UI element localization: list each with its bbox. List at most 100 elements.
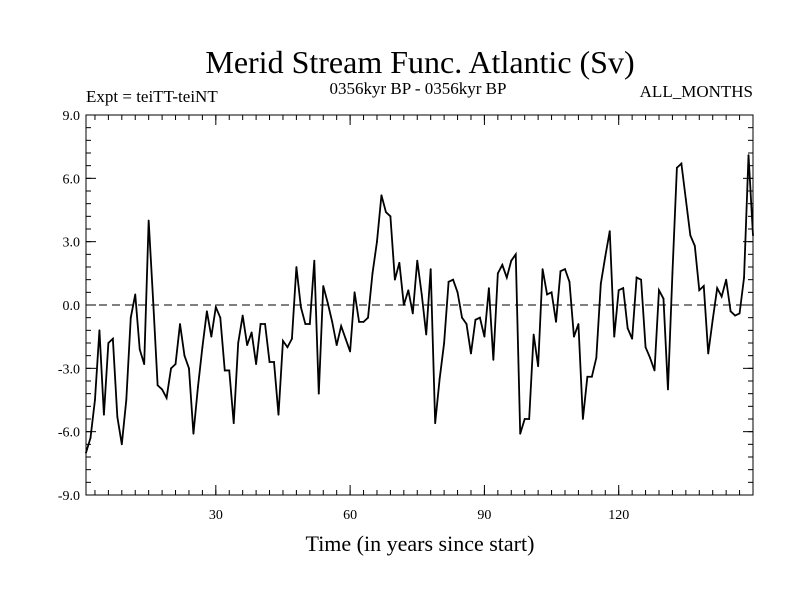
data-point: [103, 413, 105, 416]
data-point: [667, 388, 669, 391]
subtitle-left: Expt = teiTT-teiNT: [86, 87, 218, 106]
data-point: [604, 255, 607, 258]
data-point: [693, 244, 696, 247]
data-point: [385, 211, 387, 214]
data-point: [273, 361, 275, 363]
y-tick-label: 6.0: [63, 172, 81, 187]
data-point: [590, 375, 593, 378]
axis-tick-labels: -9.0 -6.0 -3.0 0.0 3.0 6.0 9.0 30 60 90 120: [58, 109, 629, 523]
data-point: [210, 335, 213, 338]
data-point: [505, 276, 508, 279]
data-point: [658, 289, 660, 292]
data-point: [358, 320, 360, 323]
data-point: [111, 337, 114, 340]
data-point: [447, 280, 450, 283]
data-point: [483, 335, 486, 338]
data-point: [532, 333, 535, 336]
x-tick-label: 30: [209, 508, 223, 523]
data-point: [223, 369, 226, 372]
data-point: [613, 335, 616, 338]
data-point: [649, 356, 651, 359]
data-point: [317, 392, 320, 395]
data-point: [344, 337, 347, 340]
data-point: [313, 259, 316, 262]
data-point: [380, 194, 383, 197]
data-point: [89, 437, 92, 439]
data-point: [622, 287, 625, 290]
data-point: [671, 272, 674, 275]
subtitle-center: 0356kyr BP - 0356kyr BP: [330, 79, 507, 98]
y-tick-label: 9.0: [63, 109, 81, 124]
data-point: [331, 320, 334, 323]
data-point: [116, 415, 119, 418]
data-point: [349, 350, 352, 353]
data-point: [125, 399, 128, 401]
data-point: [617, 289, 620, 292]
data-point: [143, 363, 146, 366]
data-point: [228, 369, 231, 372]
data-point: [707, 352, 710, 355]
data-point: [487, 287, 490, 290]
data-point: [205, 310, 208, 313]
data-point: [308, 323, 311, 325]
data-point: [282, 339, 284, 342]
data-point: [747, 154, 750, 157]
data-point: [183, 354, 186, 357]
data-point: [362, 320, 365, 323]
data-point: [514, 253, 517, 256]
data-point: [720, 295, 723, 298]
data-point: [147, 219, 150, 222]
data-point: [335, 344, 338, 347]
y-tick-label: 0.0: [63, 299, 81, 314]
data-point: [510, 259, 513, 262]
data-point: [420, 293, 423, 296]
data-point: [479, 316, 481, 319]
data-point: [416, 259, 419, 262]
x-tick-label: 90: [477, 508, 491, 523]
data-point: [573, 335, 575, 338]
data-point: [179, 323, 181, 325]
data-point: [519, 432, 522, 435]
data-point: [277, 413, 280, 416]
data-point: [689, 234, 692, 237]
data-point: [523, 418, 526, 420]
data-point: [411, 312, 414, 315]
data-point: [662, 297, 665, 300]
data-point: [635, 276, 638, 279]
data-point: [461, 316, 463, 319]
data-point: [595, 356, 598, 359]
data-point: [626, 327, 629, 330]
axis-ticks: [86, 114, 754, 496]
y-tick-label: 3.0: [63, 236, 81, 251]
data-point: [550, 291, 553, 294]
data-point: [98, 329, 101, 332]
data-point: [152, 299, 155, 302]
data-point: [429, 268, 432, 271]
data-point: [165, 396, 168, 399]
data-point: [725, 278, 728, 281]
y-tick-label: -6.0: [58, 426, 80, 441]
x-axis-label: Time (in years since start): [306, 531, 535, 556]
data-point: [743, 276, 745, 279]
data-point: [237, 342, 240, 344]
chart-title: Merid Stream Func. Atlantic (Sv): [205, 44, 634, 80]
data-point: [170, 367, 172, 370]
data-point: [528, 418, 531, 420]
data-point: [425, 333, 428, 336]
data-point: [174, 363, 177, 366]
data-point: [134, 293, 137, 296]
data-point: [85, 451, 87, 454]
data-point: [537, 365, 540, 368]
data-point: [188, 367, 190, 370]
data-point: [322, 285, 325, 287]
data-point: [456, 291, 459, 294]
series-line: [85, 155, 754, 454]
data-point: [698, 289, 701, 292]
y-tick-label: -3.0: [58, 362, 80, 377]
data-point: [711, 318, 714, 321]
data-point: [438, 377, 441, 380]
data-point: [702, 285, 705, 287]
x-tick-label: 60: [343, 508, 357, 523]
data-point: [631, 337, 634, 340]
data-point: [608, 230, 611, 233]
